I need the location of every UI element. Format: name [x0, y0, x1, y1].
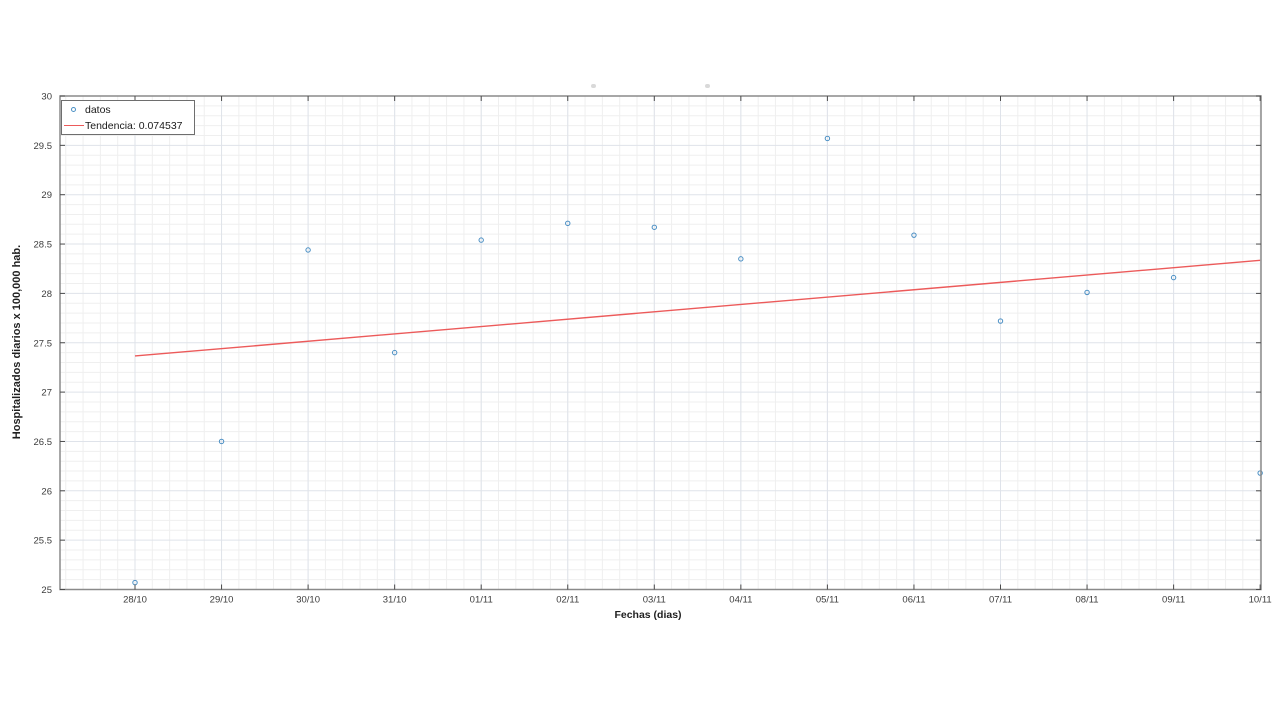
- y-axis-label: Hospitalizados diarios x 100,000 hab.: [11, 244, 23, 440]
- y-tick-label: 26.5: [34, 437, 53, 448]
- x-tick-label: 29/10: [210, 595, 234, 606]
- trend-line: [134, 259, 1261, 357]
- x-tick-label: 10/11: [1249, 595, 1272, 606]
- x-tick-label: 04/11: [729, 595, 752, 606]
- data-point-marker: [218, 438, 225, 445]
- x-tick-label: 09/11: [1162, 595, 1185, 606]
- x-tick-label: 03/11: [643, 595, 666, 606]
- y-tick-label: 25.5: [34, 536, 53, 547]
- scatter-marker-icon: [71, 107, 76, 112]
- y-tick-label: 27: [41, 388, 52, 399]
- legend-swatch-area: [62, 107, 85, 112]
- data-point-marker: [911, 232, 917, 238]
- data-point-marker: [1170, 274, 1177, 281]
- x-tick-label: 02/11: [556, 595, 579, 606]
- x-tick-label: 07/11: [989, 595, 1012, 606]
- data-point-marker: [1084, 289, 1090, 296]
- y-tick-label: 30: [41, 92, 52, 103]
- x-tick-label: 30/10: [296, 595, 320, 606]
- x-tick-label: 28/10: [123, 595, 147, 606]
- y-tick-label: 26: [41, 486, 52, 497]
- y-tick-label: 28.5: [34, 240, 53, 251]
- x-tick-label: 05/11: [816, 595, 839, 606]
- legend-label-datos: datos: [85, 103, 111, 116]
- data-point-marker: [651, 224, 657, 230]
- legend-label-tendencia: Tendencia: 0.074537: [85, 119, 183, 132]
- y-tick-label: 29: [41, 190, 52, 201]
- data-point-marker: [478, 237, 484, 243]
- trend-line-icon: [63, 125, 84, 126]
- data-point-marker: [391, 349, 398, 356]
- legend-item-datos: datos: [62, 102, 194, 118]
- x-tick-label: 06/11: [902, 595, 925, 606]
- y-tick-label: 29.5: [34, 141, 53, 152]
- x-tick-label: 01/11: [470, 595, 493, 606]
- title-fragment: [705, 84, 710, 88]
- data-point-marker: [565, 220, 571, 227]
- legend: datos Tendencia: 0.074537: [61, 100, 195, 135]
- y-tick-label: 28: [41, 289, 52, 300]
- legend-swatch-area: [62, 125, 85, 126]
- data-point-marker: [997, 318, 1004, 324]
- x-tick-label: 08/11: [1076, 595, 1099, 606]
- data-point-marker: [305, 247, 311, 253]
- x-tick-label: 31/10: [383, 595, 407, 606]
- data-point-marker: [738, 256, 744, 262]
- data-point-marker: [824, 135, 831, 142]
- x-axis-label: Fechas (dias): [614, 609, 682, 621]
- y-tick-label: 27.5: [34, 338, 53, 349]
- title-fragment: [591, 84, 596, 88]
- y-tick-label: 25: [41, 585, 52, 596]
- data-point-marker: [1257, 470, 1263, 476]
- legend-item-tendencia: Tendencia: 0.074537: [62, 118, 194, 134]
